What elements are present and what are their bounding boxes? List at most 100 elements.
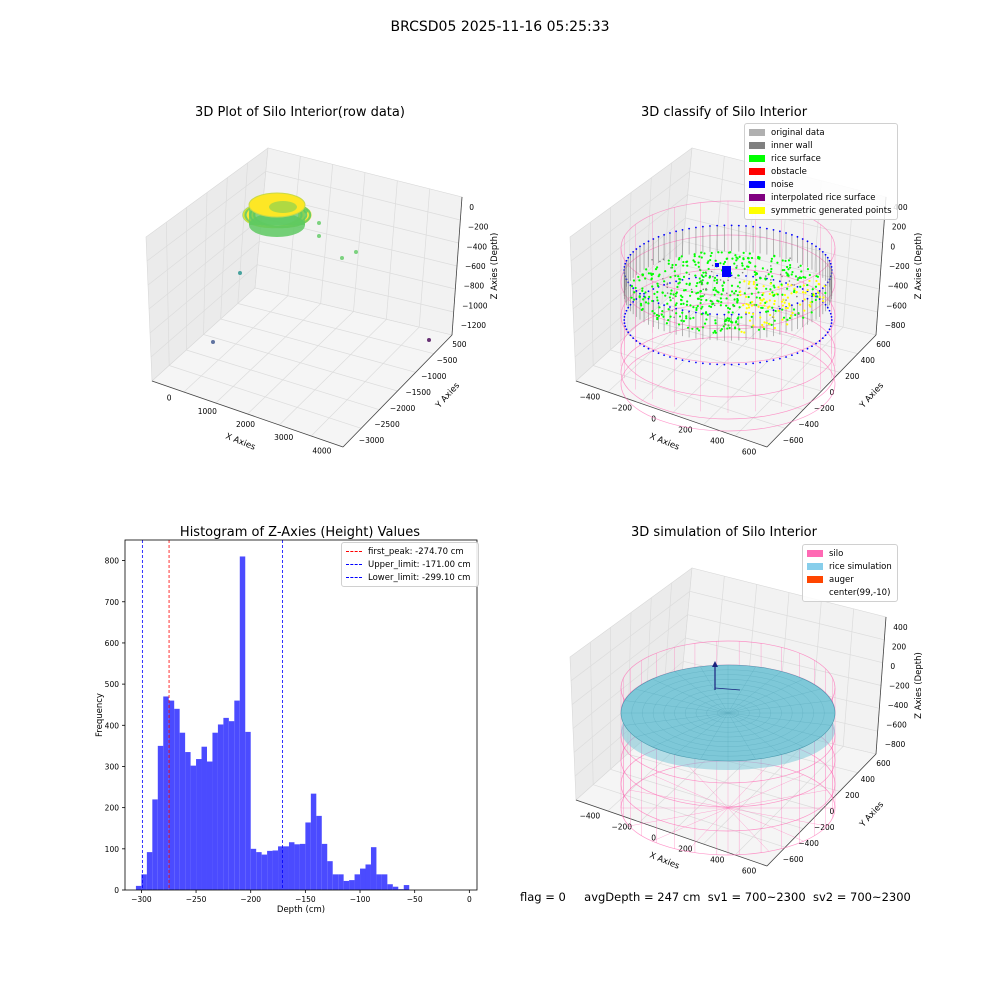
p2-rice-surface-point — [804, 276, 807, 279]
p2-rice-surface-point — [666, 302, 669, 305]
p2-noise-point — [632, 337, 635, 340]
p2-noise-point — [830, 322, 833, 325]
p2-rice-surface-point — [689, 304, 692, 307]
p2-rice-surface-point — [787, 268, 790, 271]
p2-noise-point — [815, 292, 817, 295]
p2-rice-surface-point — [727, 311, 730, 314]
p2-rice-surface-point — [750, 292, 753, 295]
legend-label: silo — [829, 548, 844, 559]
p4-rice-mesh-spoke — [652, 712, 729, 748]
p2-rice-surface-point — [709, 258, 712, 262]
p2-rice-surface-point — [750, 256, 754, 260]
panel4-title: 3D simulation of Silo Interior — [631, 525, 818, 540]
p2-rice-surface-point — [682, 320, 685, 323]
p2-rice-surface-point — [736, 257, 739, 260]
p2-noise-point — [730, 363, 733, 366]
p1-y-axis-label: Y Axies — [433, 380, 462, 411]
p2-rice-surface-point — [691, 327, 694, 330]
p2-rice-surface-point — [637, 275, 640, 279]
p2-noise-point — [815, 342, 817, 345]
p2-rice-surface-point — [744, 311, 748, 314]
p2-rice-surface-point — [720, 293, 723, 296]
p2-rice-surface-point — [769, 270, 773, 273]
p2-rice-surface-point — [786, 287, 789, 290]
histogram-bar — [228, 721, 235, 890]
p2-rice-surface-point — [656, 266, 659, 269]
p2-rice-surface-point — [777, 286, 780, 289]
p2-noise-point — [663, 304, 666, 307]
p2-rice-surface-point — [773, 319, 776, 322]
p4-x-tick-label: 600 — [742, 867, 757, 876]
p2-y-axis-label: Y Axies — [857, 380, 886, 411]
p2-rice-surface-point — [780, 300, 784, 303]
histogram-bar — [152, 799, 158, 890]
p2-rice-surface-point — [809, 305, 812, 308]
p2-original-point — [651, 258, 653, 261]
p2-rice-surface-point — [786, 283, 790, 286]
p2-noise-point — [778, 280, 781, 283]
p2-original-point — [732, 305, 735, 308]
p2-rice-surface-point — [671, 263, 674, 267]
panel3-title: Histogram of Z-Axies (Height) Values — [180, 525, 420, 540]
p2-rice-surface-point — [705, 299, 708, 302]
legend-entry: symmetric generated points — [749, 204, 893, 217]
panel-raw-data-3d: 3D Plot of Silo Interior(row data) 0 1000… — [145, 105, 500, 455]
p2-rice-surface-point — [722, 325, 725, 328]
p2-rice-surface-point — [634, 286, 637, 290]
p2-noise-point — [652, 288, 655, 290]
p2-rice-surface-point — [745, 295, 748, 298]
p2-rice-surface-point — [726, 306, 730, 310]
p2-rice-surface-point — [795, 291, 798, 294]
p1-y-tick-label: −1000 — [421, 372, 447, 381]
p2-rice-surface-point — [769, 313, 772, 317]
histogram-bar — [299, 843, 306, 890]
p2-rice-surface-point — [661, 309, 664, 313]
histogram-bar — [283, 846, 289, 890]
p2-original-point — [703, 294, 706, 296]
p2-rice-surface-point — [682, 289, 686, 292]
p2-rice-surface-point — [729, 320, 733, 323]
p2-noise-point — [745, 275, 747, 277]
p2-original-point — [659, 260, 661, 263]
p2-noise-point — [801, 300, 804, 302]
p4-y-axis-line — [766, 753, 877, 867]
histogram-y-tick-label: 0 — [114, 886, 119, 895]
p2-rice-surface-point — [669, 315, 672, 318]
p2-original-point — [741, 271, 744, 274]
histogram-bar — [201, 746, 207, 890]
p2-rice-surface-point — [796, 278, 799, 281]
p2-noise-point — [829, 262, 832, 265]
p1-x-tick-label: 2000 — [236, 420, 255, 429]
p2-rice-surface-point — [747, 282, 750, 286]
p2-rice-surface-point — [733, 298, 736, 301]
histogram-x-tick-label: −200 — [240, 895, 261, 904]
histogram-bar — [398, 889, 404, 890]
p1-grid — [237, 303, 434, 355]
p2-rice-surface-point — [653, 292, 656, 295]
p2-rice-surface-point — [768, 299, 771, 302]
p2-grid — [661, 162, 673, 304]
p2-rice-surface-point — [730, 290, 734, 293]
p2-rice-surface-point — [773, 302, 776, 306]
p2-rice-surface-point — [669, 292, 672, 295]
p2-rice-surface-point — [814, 298, 817, 302]
p2-original-point — [797, 266, 800, 269]
p2-original-point — [734, 277, 737, 279]
p4-rice-mesh-spoke — [624, 700, 729, 714]
p2-noise-point — [688, 360, 691, 363]
p2-rice-surface-point — [716, 278, 719, 281]
p2-rice-surface-point — [709, 299, 712, 302]
p2-rice-surface-point — [752, 280, 756, 283]
histogram-y-tick-label: 500 — [105, 680, 120, 689]
p2-rice-surface-point — [726, 317, 729, 320]
p2-original-point — [766, 269, 769, 272]
p2-noise-point — [632, 287, 635, 290]
p2-rice-surface-point — [803, 309, 806, 312]
p2-rice-surface-point — [761, 323, 764, 327]
p2-noise-point — [785, 282, 787, 284]
p4-rice-mesh-spoke — [727, 712, 804, 748]
p2-noise-point — [824, 334, 827, 337]
p2-rice-surface-point — [632, 279, 636, 282]
p2-original-point — [666, 282, 669, 285]
p2-rice-surface-point — [790, 292, 793, 295]
